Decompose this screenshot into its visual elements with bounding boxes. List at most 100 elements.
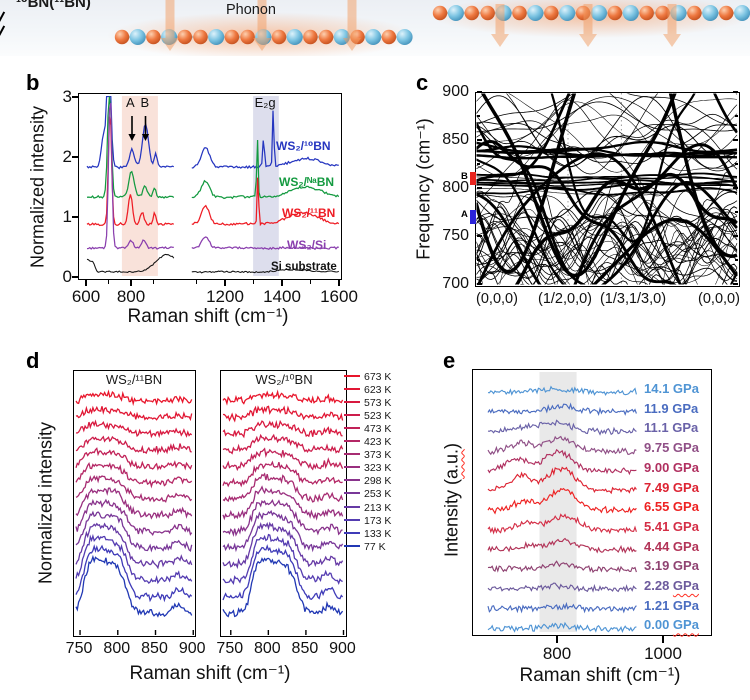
x-tick-mark — [224, 280, 226, 286]
panel-d-left-title: WS₂/¹¹BN — [105, 372, 163, 387]
panel-d-right-title: WS₂/¹⁰BN — [255, 372, 313, 387]
legend-swatch — [344, 518, 360, 521]
x-tick-label: 850 — [141, 640, 168, 657]
pressure-spectrum-curve — [487, 601, 637, 614]
x-tick-label: 1400 — [263, 287, 301, 306]
x-tick-label: 1200 — [206, 287, 244, 306]
panel-e-x-axis-label: Raman shift (cm⁻¹) — [519, 665, 681, 686]
legend-item: 523 K — [364, 410, 392, 423]
y-tick-mark — [733, 235, 738, 237]
y-axis-label-text: a.u. — [441, 448, 462, 479]
phonon-branch — [506, 93, 738, 159]
pressure-label: 4.44 GPa — [644, 539, 699, 554]
temperature-spectrum-curve — [222, 419, 343, 439]
spectrum-curve — [191, 177, 339, 227]
legend-item: 253 K — [364, 488, 392, 501]
mode-marker-label-A: A — [461, 209, 468, 221]
pressure-label-text: 9.75 — [644, 440, 673, 456]
nitrogen-atom — [527, 5, 544, 21]
panel-a-illustration: ¹⁰BN(¹¹BN) Phonon — [0, 0, 750, 56]
pressure-spectrum-curve — [487, 419, 637, 436]
boron-atom — [432, 5, 448, 21]
pressure-label-text: GPa — [672, 400, 699, 416]
temperature-spectrum-curve — [222, 509, 344, 553]
legend-swatch — [344, 388, 360, 391]
pressure-label: 2.28 GPa — [644, 578, 699, 593]
highlight-band — [539, 372, 577, 632]
pressure-label-text: GPa — [672, 538, 699, 554]
x-tick-mark — [662, 636, 664, 643]
panel-letter-b: b — [26, 70, 40, 95]
phonon-branch — [476, 114, 738, 178]
pressure-label: 9.75 GPa — [644, 440, 699, 455]
legend-swatch — [344, 427, 360, 430]
panel-letter-c: c — [416, 70, 429, 95]
temperature-spectrum-curve — [75, 498, 193, 537]
temperature-spectrum-curve — [222, 544, 344, 601]
legend-swatch — [344, 401, 360, 404]
pressure-label-text: 11.9 — [644, 400, 673, 416]
legend-swatch — [344, 479, 360, 482]
spectrum-curve — [86, 96, 175, 170]
panel-d-y-axis-label: Normalized intensity — [35, 421, 56, 585]
panel-c-phonon-dispersion — [476, 93, 738, 285]
pressure-spectrum-curve — [487, 487, 637, 515]
phonon-branch — [477, 264, 728, 285]
boron-atom — [177, 29, 192, 45]
mode-marker-A — [470, 210, 476, 225]
spectrum-curve — [191, 236, 339, 251]
nitrogen-atom — [559, 5, 576, 21]
legend-swatch — [344, 544, 360, 547]
x-tick-label: 800 — [103, 640, 131, 657]
y-tick-mark — [72, 276, 78, 278]
nitrogen-atom — [365, 29, 382, 45]
spectrum-curve — [86, 253, 175, 274]
y-tick-mark — [733, 187, 738, 189]
boron-atom — [240, 29, 255, 45]
pressure-label: 9.00 GPa — [644, 460, 699, 475]
pressure-label-text: 6.55 — [644, 499, 673, 515]
pressure-label-text: GPa — [672, 479, 699, 495]
pressure-label-text: GPa — [672, 459, 699, 475]
y-tick-mark — [477, 91, 482, 93]
temperature-spectrum-curve — [222, 498, 343, 537]
phonon-branch — [476, 113, 738, 156]
phonon-branch — [476, 236, 738, 267]
atom-chain-graphic — [107, 0, 750, 56]
series-label: WS₂/¹⁰BN — [276, 139, 331, 153]
panel-d-left-plot-area — [73, 370, 196, 637]
y-tick-label: 3 — [62, 87, 72, 106]
boron-atom — [224, 29, 240, 45]
qpoint-label: (0,0,0) — [698, 291, 740, 307]
temperature-spectrum-curve — [75, 474, 193, 503]
phonon-branch — [476, 152, 682, 285]
pressure-label-text: 11.1 — [644, 420, 673, 436]
mode-marker-B — [470, 171, 476, 186]
pressure-label-text: GPa — [672, 420, 699, 436]
y-tick-mark — [72, 96, 78, 98]
panel-b-plot-area — [78, 93, 342, 280]
phonon-branch — [476, 121, 738, 164]
x-tick-mark — [130, 280, 132, 286]
panel-c-plot-area — [475, 92, 740, 287]
pressure-label: 11.1 GPa — [644, 420, 698, 435]
phonon-branch — [476, 140, 738, 153]
panel-d-right-plot-area — [220, 370, 347, 637]
boron-atom — [381, 29, 397, 45]
pressure-label: 6.55 GPa — [644, 499, 699, 514]
boron-atom — [318, 29, 334, 45]
legend-swatch — [344, 453, 360, 456]
y-tick-label: 2 — [62, 147, 72, 166]
panel-e-plot-area — [472, 369, 712, 636]
phonon-arrow-right-0 — [491, 4, 509, 47]
pressure-label-text: 4.44 — [644, 538, 673, 554]
boron-atom — [146, 29, 161, 45]
x-tick-label: 800 — [116, 287, 146, 306]
panel-d-x-axis-label: Raman shift (cm⁻¹) — [129, 663, 291, 684]
dispersion-group — [476, 93, 738, 285]
phonon-branch — [476, 101, 738, 133]
legend-item: 173 K — [364, 514, 392, 527]
legend-item: 213 K — [364, 501, 392, 514]
legend-swatch — [344, 492, 360, 495]
phonon-branch — [476, 145, 738, 157]
